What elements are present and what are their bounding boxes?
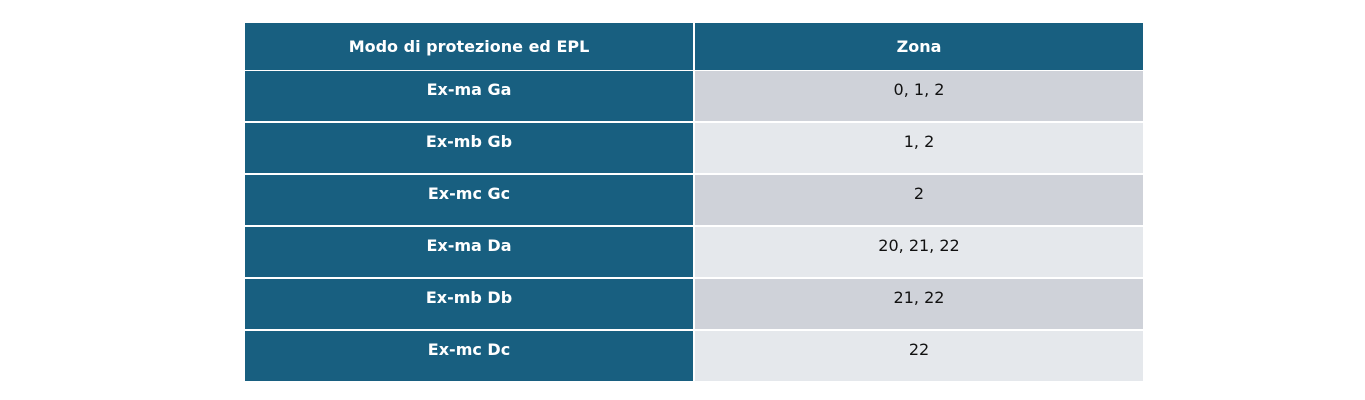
zone-cell: 21, 22: [695, 279, 1143, 329]
zone-cell: 0, 1, 2: [695, 71, 1143, 121]
zone-cell: 22: [695, 331, 1143, 381]
row-label: Ex-ma Ga: [245, 71, 693, 121]
zone-cell: 1, 2: [695, 123, 1143, 173]
row-label: Ex-mc Gc: [245, 175, 693, 225]
zone-cell: 20, 21, 22: [695, 227, 1143, 277]
row-label: Ex-ma Da: [245, 227, 693, 277]
zone-cell: 2: [695, 175, 1143, 225]
header-cell: Zona: [695, 23, 1143, 70]
header-cell: Modo di protezione ed EPL: [245, 23, 693, 70]
row-label: Ex-mc Dc: [245, 331, 693, 381]
table: Modo di protezione ed EPL Zona Ex-ma Ga 0, …: [245, 23, 1143, 383]
row-label: Ex-mb Gb: [245, 123, 693, 173]
row-label: Ex-mb Db: [245, 279, 693, 329]
